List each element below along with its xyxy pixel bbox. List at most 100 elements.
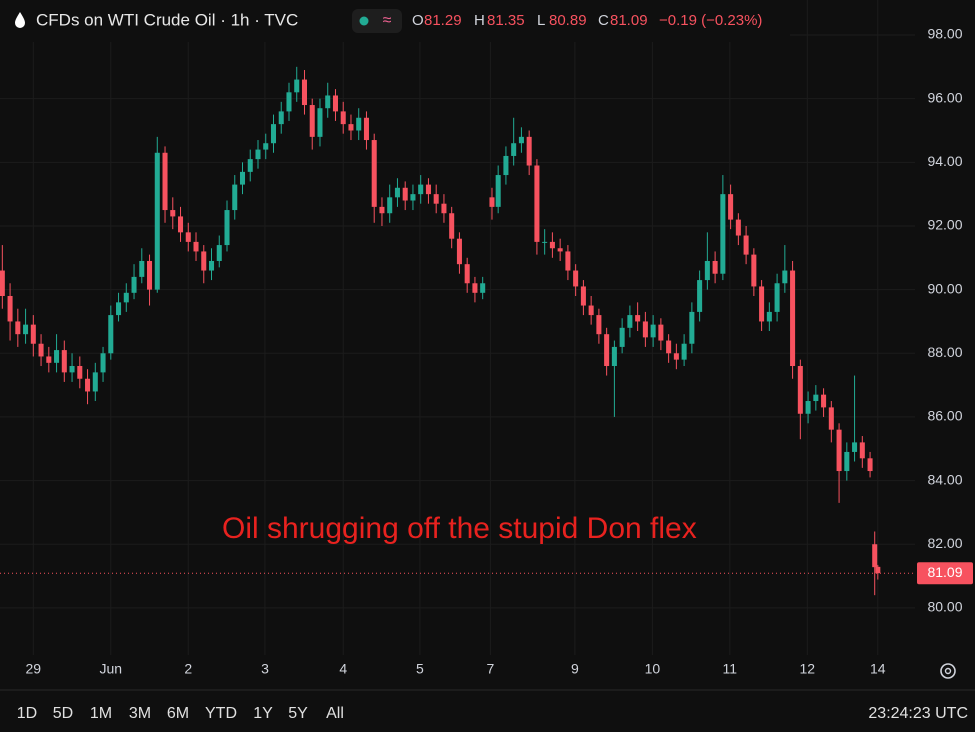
x-tick-label: 12 bbox=[800, 661, 816, 677]
ohlc-key: H bbox=[474, 12, 485, 29]
x-tick-label: 5 bbox=[416, 661, 424, 677]
range-button[interactable]: All bbox=[326, 705, 344, 722]
candle-body bbox=[123, 292, 129, 303]
candle-body bbox=[658, 324, 664, 341]
range-button[interactable]: 1D bbox=[17, 705, 37, 722]
candle-body bbox=[872, 544, 878, 568]
candle-body bbox=[650, 324, 656, 338]
candle-body bbox=[154, 152, 160, 290]
candle-body bbox=[131, 276, 137, 293]
y-tick-label: 96.00 bbox=[927, 89, 962, 105]
ohlc-key: L bbox=[537, 12, 545, 29]
candle-body bbox=[573, 270, 579, 287]
candle-body bbox=[743, 235, 749, 255]
drop-icon bbox=[15, 12, 25, 28]
candle-body bbox=[193, 241, 199, 252]
range-button[interactable]: 5D bbox=[53, 705, 73, 722]
candle-body bbox=[139, 260, 145, 277]
candle-body bbox=[596, 315, 602, 335]
candle-body bbox=[170, 210, 176, 217]
candle-body bbox=[673, 353, 679, 360]
y-tick-label: 94.00 bbox=[927, 153, 962, 169]
candle-body bbox=[456, 238, 462, 265]
range-button[interactable]: 6M bbox=[167, 705, 189, 722]
candle-body bbox=[728, 194, 734, 220]
candle-body bbox=[836, 429, 842, 472]
candle-body bbox=[635, 315, 641, 322]
ohlc-key: O bbox=[412, 12, 424, 29]
candle-body bbox=[61, 350, 67, 373]
candle-body bbox=[526, 136, 532, 166]
candle-body bbox=[363, 117, 369, 141]
candle-body bbox=[116, 302, 122, 316]
candle-body bbox=[232, 184, 238, 211]
candle-body bbox=[92, 372, 98, 392]
gear-center[interactable] bbox=[944, 667, 952, 675]
candles bbox=[0, 66, 915, 596]
y-tick-label: 92.00 bbox=[927, 217, 962, 233]
candle-body bbox=[797, 366, 803, 414]
candle-body bbox=[666, 340, 672, 354]
candle-body bbox=[720, 194, 726, 274]
y-tick-label: 82.00 bbox=[927, 535, 962, 551]
ohlc-key: C bbox=[598, 12, 609, 29]
candle-body bbox=[534, 165, 540, 242]
gear-ring[interactable] bbox=[940, 663, 956, 679]
candle-body bbox=[604, 334, 610, 367]
range-button[interactable]: 3M bbox=[129, 705, 151, 722]
candle-body bbox=[425, 184, 431, 195]
candle-body bbox=[813, 394, 819, 402]
candle-body bbox=[201, 251, 207, 271]
candle-body bbox=[255, 149, 261, 160]
candle-body bbox=[766, 311, 772, 322]
candle-body bbox=[15, 321, 21, 335]
candle-body bbox=[301, 79, 308, 106]
delayed-icon: ≈ bbox=[383, 12, 392, 29]
candle-body bbox=[7, 295, 13, 322]
x-tick-label: 4 bbox=[339, 661, 347, 677]
y-tick-label: 88.00 bbox=[927, 344, 962, 360]
candle-body bbox=[263, 143, 269, 150]
x-tick-label: 9 bbox=[571, 661, 579, 677]
candle-body bbox=[23, 324, 29, 335]
candle-body bbox=[387, 197, 393, 214]
range-button[interactable]: 1M bbox=[90, 705, 112, 722]
candle-body bbox=[751, 254, 757, 287]
candle-body bbox=[518, 136, 524, 144]
candle-body bbox=[588, 305, 594, 316]
range-button[interactable]: 1Y bbox=[253, 705, 273, 722]
candle-body bbox=[418, 184, 424, 195]
candle-body bbox=[542, 241, 548, 243]
candle-body bbox=[402, 187, 408, 201]
candle-body bbox=[821, 394, 827, 408]
candle-body bbox=[309, 105, 315, 137]
y-tick-label: 80.00 bbox=[927, 599, 962, 615]
x-tick-label: 29 bbox=[26, 661, 42, 677]
range-toolbar: 1D 5D 1M 3M 6M YTD 1Y 5Y All bbox=[17, 705, 344, 722]
candle-body bbox=[875, 566, 881, 574]
y-tick-label: 86.00 bbox=[927, 408, 962, 424]
candle-body bbox=[278, 111, 284, 125]
y-tick-label: 90.00 bbox=[927, 280, 962, 296]
candle-body bbox=[394, 187, 400, 198]
candle-body bbox=[147, 260, 153, 290]
symbol-title[interactable]: CFDs on WTI Crude Oil · 1h · TVC bbox=[36, 10, 298, 29]
settings-icon[interactable] bbox=[940, 663, 956, 679]
range-button[interactable]: 5Y bbox=[288, 705, 308, 722]
y-tick-label: 98.00 bbox=[927, 26, 962, 42]
candle-body bbox=[852, 442, 858, 452]
candle-body bbox=[472, 283, 478, 293]
candle-body bbox=[565, 251, 571, 271]
candle-body bbox=[642, 321, 648, 338]
candle-body bbox=[859, 442, 865, 459]
candle-body bbox=[208, 260, 215, 271]
candle-body bbox=[348, 124, 354, 131]
candle-body bbox=[294, 79, 300, 93]
range-button[interactable]: YTD bbox=[205, 705, 237, 722]
ohlc-value: 81.09 bbox=[610, 12, 648, 29]
candle-body bbox=[580, 286, 586, 306]
x-tick-label: 2 bbox=[184, 661, 192, 677]
candle-body bbox=[712, 260, 718, 274]
